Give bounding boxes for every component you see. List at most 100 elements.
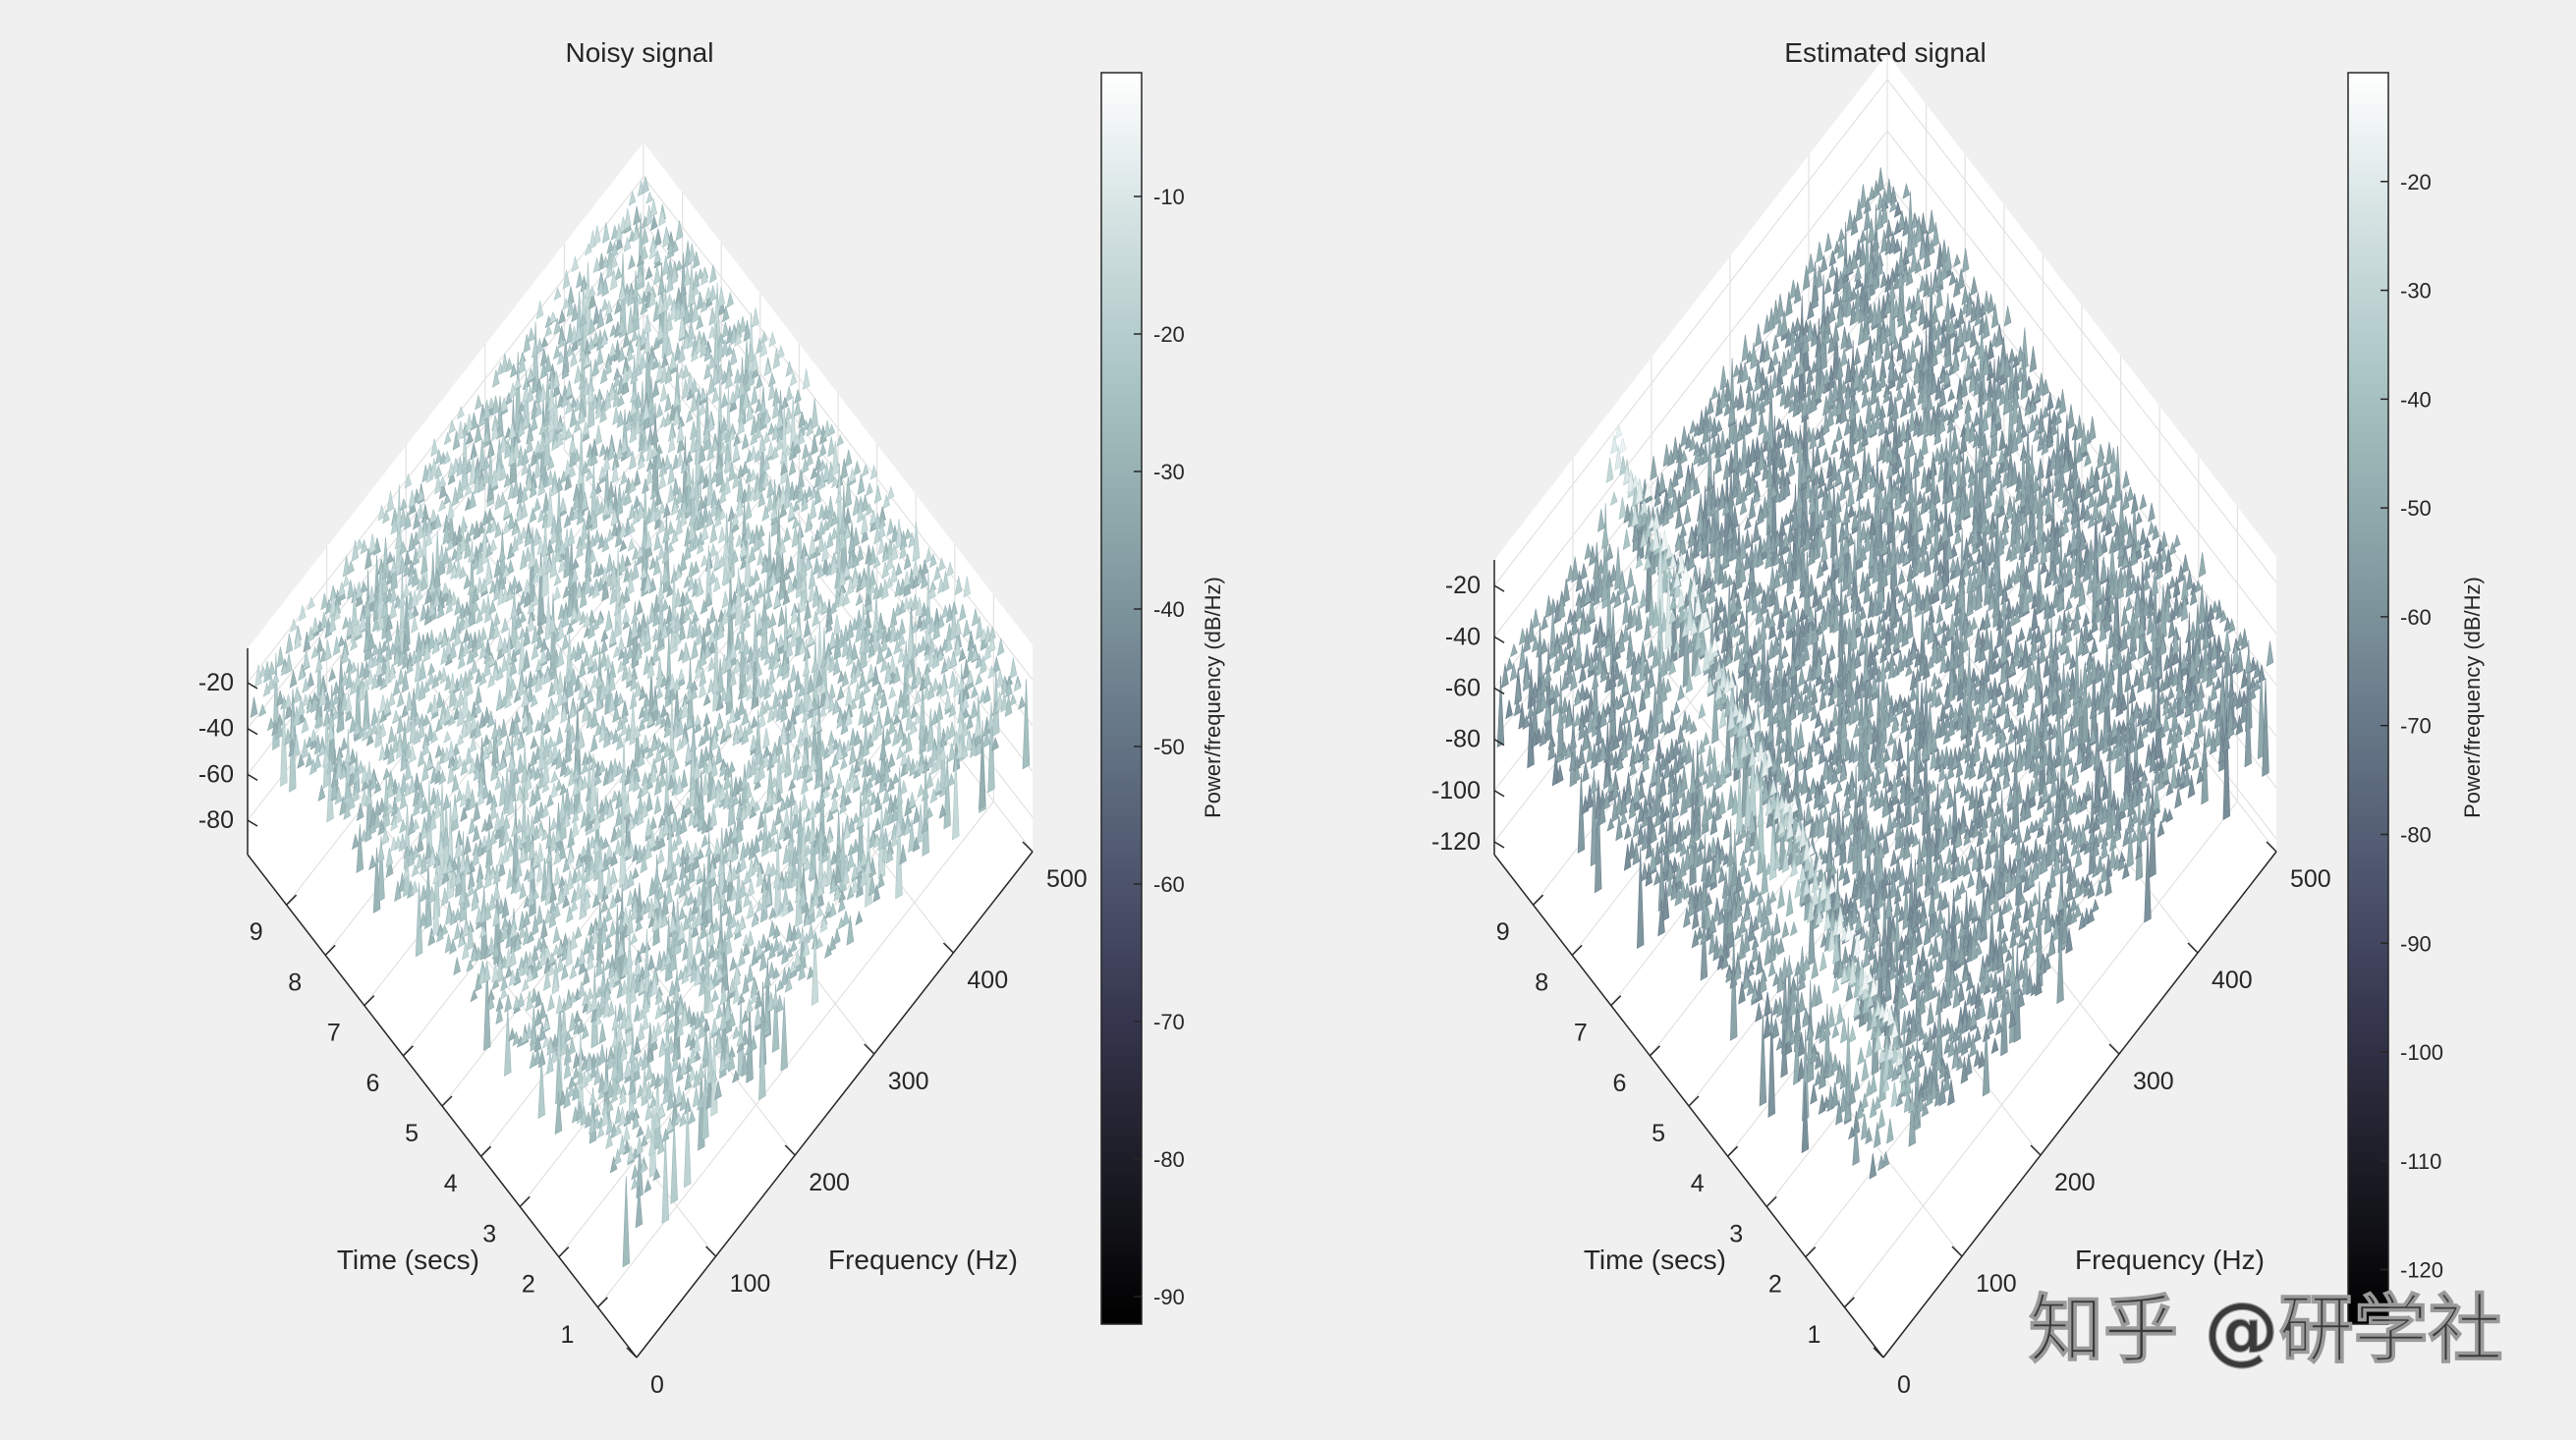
surface-patch [557, 351, 565, 365]
surface-patch [547, 390, 556, 413]
surface-patch [336, 713, 344, 732]
surface-patch [319, 611, 328, 631]
surface-patch [652, 336, 660, 352]
surface-patch [552, 370, 560, 390]
surface-patch [442, 525, 450, 545]
surface-patch [384, 625, 393, 644]
surface-patch [373, 537, 381, 556]
surface-patch [562, 298, 570, 310]
surface-patch [468, 547, 476, 564]
surface-patch [558, 308, 566, 325]
surface-patch [649, 214, 658, 232]
surface-patch [389, 599, 397, 621]
surface-patch [573, 398, 582, 414]
surface-patch [553, 287, 562, 302]
panel-noisy: Noisy signal 0100200300400500123456789-2… [198, 37, 1225, 1399]
surface-patch [309, 695, 318, 714]
surface-patch [571, 303, 579, 323]
surface-patch [404, 472, 413, 489]
surface-patch [345, 670, 354, 691]
surface-patch [355, 582, 364, 600]
surface-patch [342, 616, 350, 631]
surface-patch [635, 294, 644, 306]
surface-patch [592, 225, 601, 246]
surface-patch [298, 605, 307, 622]
surface-patch [416, 541, 424, 561]
surface-patch [298, 664, 306, 682]
surface-patch [364, 599, 371, 620]
surface-patch [645, 191, 653, 204]
surface-patch [341, 645, 349, 665]
y-tick-label: 3 [482, 1220, 496, 1247]
surface-patch [267, 675, 275, 692]
surface-patch [675, 259, 683, 273]
surface-patch [666, 240, 675, 260]
surface-patch [258, 703, 266, 718]
surface-patch [438, 475, 447, 489]
surface-patch [595, 347, 604, 367]
surface-patch [403, 550, 412, 568]
surface-patch [648, 239, 657, 260]
surface-patch [436, 602, 445, 620]
surface-patch [344, 692, 353, 715]
surface-patch [432, 592, 440, 609]
surface-patch [641, 227, 649, 247]
surface-patch [535, 301, 544, 320]
surface-patch [498, 491, 507, 508]
surface-patch [398, 593, 406, 610]
surface-patch [310, 645, 319, 660]
surface-patch [579, 348, 587, 362]
surface-patch [553, 317, 561, 336]
surface-patch [356, 538, 364, 552]
surface-patch [380, 639, 388, 654]
surface-patch [588, 291, 596, 310]
surface-patch [411, 567, 420, 588]
surface-patch [499, 464, 507, 482]
surface-patch [627, 285, 636, 307]
surface-patch [463, 574, 472, 590]
surface-patch [508, 421, 517, 441]
surface-patch [433, 514, 442, 530]
surface-patch [658, 209, 666, 227]
surface-patch [395, 505, 403, 527]
surface-patch [267, 661, 276, 678]
surface-patch [640, 300, 648, 316]
surface-patch [588, 318, 596, 335]
surface-patch [520, 486, 529, 504]
surface-patch [434, 474, 442, 495]
surface-patch [628, 191, 637, 206]
surface-patch [538, 383, 547, 404]
surface-patch [359, 613, 366, 634]
surface-patch [250, 696, 258, 718]
surface-patch [665, 293, 674, 308]
surface-patch [661, 255, 670, 277]
surface-patch [408, 489, 417, 509]
surface-patch [428, 582, 436, 596]
colorbar-tick-label: -80 [1153, 1147, 1185, 1172]
surface-patch [275, 719, 284, 740]
y-tick-label: 2 [522, 1271, 535, 1299]
y-axis-label: Time (secs) [337, 1245, 479, 1275]
colorbar-tick-label: -50 [1153, 735, 1185, 759]
surface-patch [583, 352, 590, 368]
surface-patch [322, 746, 330, 768]
surface-patch [464, 537, 472, 560]
surface-patch [307, 672, 314, 690]
surface-patch [600, 298, 609, 312]
x-tick-label: 200 [809, 1169, 850, 1196]
surface-patch [302, 649, 310, 671]
surface-patch [411, 604, 420, 620]
surface-patch [420, 575, 428, 592]
surface-patch [527, 369, 534, 383]
y-tick-label: 6 [365, 1070, 379, 1097]
surface-patch [613, 340, 622, 362]
surface-patch [670, 263, 679, 286]
surface-patch [468, 522, 476, 537]
surface-patch [388, 664, 396, 682]
surface-patch [397, 622, 406, 636]
surface-patch [350, 637, 358, 651]
surface-patch [328, 667, 336, 683]
surface-patch [280, 693, 288, 788]
surface-patch [331, 707, 340, 722]
surface-patch [622, 331, 631, 349]
